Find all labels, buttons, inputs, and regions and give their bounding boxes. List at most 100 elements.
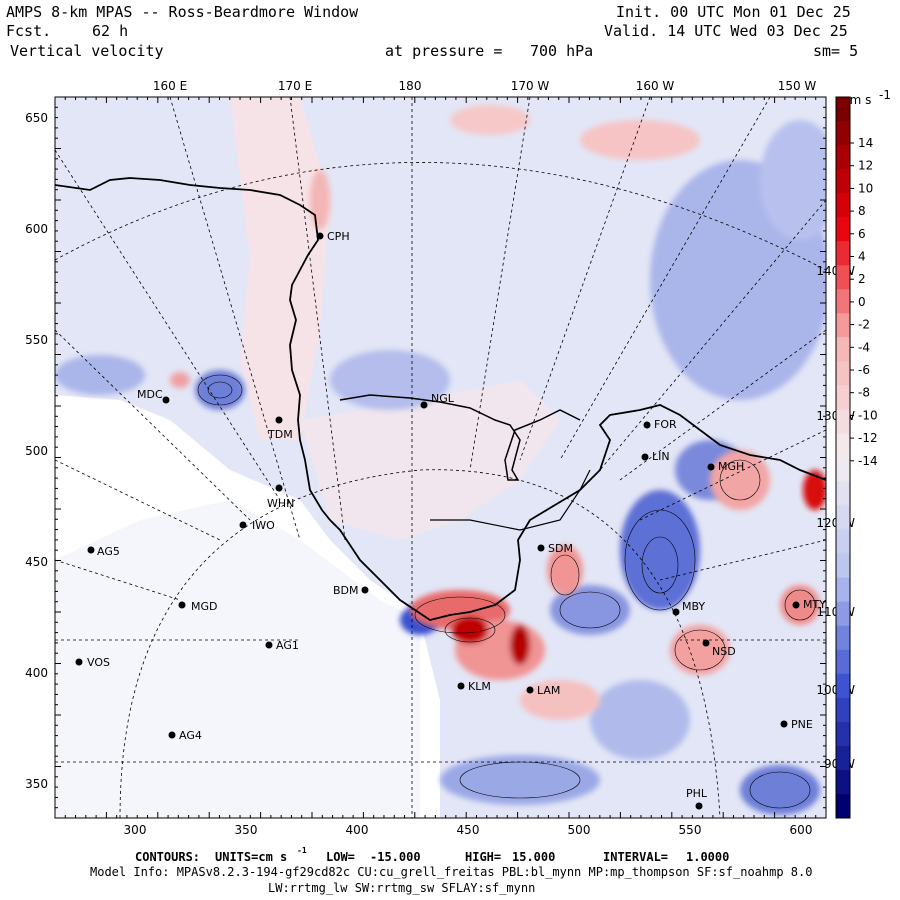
svg-text:TDM: TDM [267,428,293,441]
colorbar-swatch [836,193,850,218]
colorbar-frame [835,96,851,819]
svg-text:LIN: LIN [652,450,670,463]
svg-text:PNE: PNE [791,718,813,731]
blue-patch-ne2 [760,120,826,240]
colorbar-swatch [836,745,850,771]
blue-patch-south [440,755,600,805]
lon-label: 150 W [778,79,817,93]
svg-text:SDM: SDM [548,542,573,555]
units-label: UNITS=cm s [215,850,288,864]
station-nsd: NSD [702,639,736,658]
red-patch-mgh [710,450,770,510]
station-ag1: AG1 [265,639,299,652]
x-tick-label: 600 [790,823,813,837]
colorbar-tick-label: 14 [858,136,873,150]
colorbar-swatch [836,361,850,386]
red-patch-max [452,616,488,644]
red-patch-mty [780,585,820,625]
units-exp: -1 [297,846,307,855]
map-title: AMPS 8-km MPAS -- Ross-Beardmore Window [6,3,359,21]
colorbar-swatch [836,169,850,194]
top-axis: 160 E 170 E 180 170 W 160 W 150 W [153,79,817,93]
level-value: 700 hPa [530,42,594,60]
lon-label: 180 [399,79,422,93]
svg-text:PHL: PHL [686,787,708,800]
low-value: -15.000 [370,850,421,864]
colorbar-tick-label: -14 [858,454,878,468]
colorbar-swatch [836,409,850,434]
x-tick-label: 450 [457,823,480,837]
colorbar-swatch [836,289,850,314]
valid-time: Valid. 14 UTC Wed 03 Dec 25 [604,22,848,40]
blue-patch-ngl [330,350,450,410]
red-patch-sdm [547,545,583,595]
lon-label: 170 E [278,79,312,93]
y-tick-label: 400 [25,666,48,680]
colorbar-tick-label: 2 [858,272,866,286]
svg-text:FOR: FOR [654,418,677,431]
graticule [55,97,826,818]
contours-label: CONTOURS: [135,850,201,864]
y-tick-label: 350 [25,777,48,791]
colorbar-swatch [836,433,850,458]
station-cph: CPH [316,230,350,243]
svg-text:NGL: NGL [431,392,455,405]
red-patch-cph [310,170,330,230]
smoothing: sm= 5 [813,42,859,60]
forecast-hour-value: 62 h [92,22,129,40]
blue-patch-west [55,355,145,395]
coastline [55,177,826,621]
colorbar-swatch [836,697,850,723]
station-mgd: MGD [178,600,218,613]
station-lin: LIN [641,450,670,463]
model-info: Model Info: MPASv8.2.3-194-gf29cd82c CU:… [90,865,813,879]
colorbar-units-exp: -1 [879,88,891,102]
interval-label: INTERVAL= [603,850,669,864]
station-for: FOR [643,418,677,431]
colorbar-swatch [836,505,850,531]
colorbar-swatch [836,457,850,483]
y-tick-label: 650 [25,111,48,125]
red-patch-north2 [450,105,530,135]
svg-text:VOS: VOS [87,656,110,669]
colorbar-swatch [836,769,850,795]
colorbar-swatch [836,385,850,410]
blue-patch-mdc [195,370,245,410]
x-tick-label: 350 [235,823,258,837]
colorbar-tick-label: -4 [858,340,870,354]
station-ngl: NGL [420,392,455,409]
blue-patch-c3 [550,585,630,635]
station-pne: PNE [780,718,813,731]
blue-patch-se [740,765,820,815]
colorbar-swatch [836,625,850,651]
red-patch-north [580,120,700,160]
svg-text:AG4: AG4 [179,729,202,742]
colorbar-swatch [836,553,850,579]
colorbar-swatch [836,529,850,555]
colorbar-tick-label: 8 [858,204,866,218]
lon-label: 160 W [636,79,675,93]
x-tick-label: 550 [679,823,702,837]
svg-text:KLM: KLM [468,680,491,693]
svg-text:IWO: IWO [252,519,275,532]
station-iwo: IWO [239,519,275,532]
colorbar-tick-label: 0 [858,295,866,309]
colorbar-swatch [836,145,850,170]
colorbar-tick-label: 10 [858,181,873,195]
colorbar-tick-label: -8 [858,386,870,400]
colorbar-swatch [836,601,850,627]
colorbar-tick-label: -6 [858,363,870,377]
red-patch-mdc [170,372,190,388]
colorbar-swatch [836,217,850,242]
station-layer: CPH MDC TDM NGL WHN IWO AG5 SDM BDM MGD … [75,230,826,810]
ross-ice-shelf-edge [339,394,581,481]
station-ag5: AG5 [87,545,120,558]
y-tick-label: 600 [25,222,48,236]
colorbar-swatch [836,649,850,675]
colorbar-tick-label: 6 [858,227,866,241]
level-label: at pressure = [385,42,503,60]
colorbar-swatch [836,793,850,819]
y-tick-label: 500 [25,444,48,458]
station-bdm: BDM [333,584,369,597]
